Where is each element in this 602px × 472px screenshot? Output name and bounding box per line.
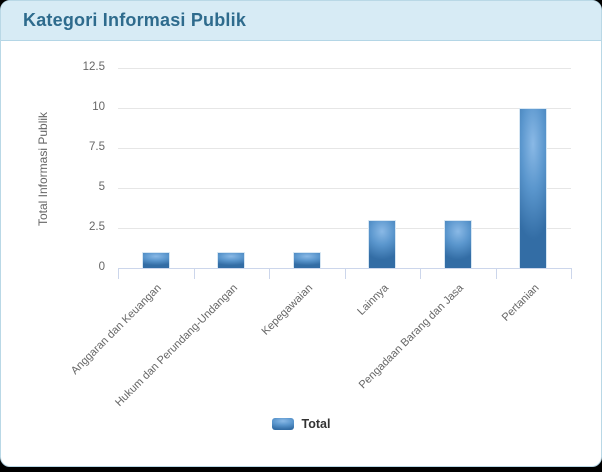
x-axis-tick xyxy=(344,269,346,279)
y-tick-label: 5 xyxy=(98,181,105,193)
bar-kepegawaian[interactable] xyxy=(292,252,321,268)
y-tick-label: 0 xyxy=(98,261,105,273)
y-tick-label: 10 xyxy=(92,101,105,113)
y-tick-label: 7.5 xyxy=(89,141,105,153)
x-axis-tick xyxy=(269,269,270,279)
card-header: Kategori Informasi Publik xyxy=(1,1,601,41)
bar-hukum-dan-perundang-undangan[interactable] xyxy=(217,252,246,268)
legend-label: Total xyxy=(301,417,331,431)
y-tick-label: 2.5 xyxy=(89,221,105,233)
x-axis-tick xyxy=(193,269,195,279)
x-axis-tick xyxy=(420,269,421,279)
bar-pertanian[interactable] xyxy=(519,108,548,268)
page-title: Kategori Informasi Publik xyxy=(23,10,247,30)
gridline xyxy=(118,228,571,229)
bar-chart: Total Informasi Publik 0 2.5 5 7.5 10 12.5 Ang… xyxy=(1,42,601,466)
y-axis-title: Total Informasi Publik xyxy=(36,111,50,227)
legend: Total xyxy=(1,417,601,431)
x-tick-label: Lainnya xyxy=(354,282,391,318)
y-tick-label: 12.5 xyxy=(82,61,105,73)
x-axis-tick xyxy=(118,269,119,279)
bar-pengadaan-barang-dan-jasa[interactable] xyxy=(443,220,472,268)
bar-lainnya[interactable] xyxy=(368,220,397,268)
x-axis-tick xyxy=(495,269,497,279)
x-axis-line xyxy=(118,268,572,269)
x-axis-tick xyxy=(571,269,572,279)
gridline xyxy=(118,108,571,109)
x-tick-label: Pertanian xyxy=(499,282,542,324)
x-tick-label: Hukum dan Perundang-Undangan xyxy=(112,282,240,409)
gridline xyxy=(118,148,571,149)
gridline xyxy=(118,68,571,69)
bar-anggaran-dan-keuangan[interactable] xyxy=(141,252,170,268)
gridline xyxy=(118,188,571,189)
x-tick-label: Kepegawaian xyxy=(259,282,316,338)
legend-swatch-icon xyxy=(271,418,294,430)
legend-item-total[interactable]: Total xyxy=(271,417,331,431)
